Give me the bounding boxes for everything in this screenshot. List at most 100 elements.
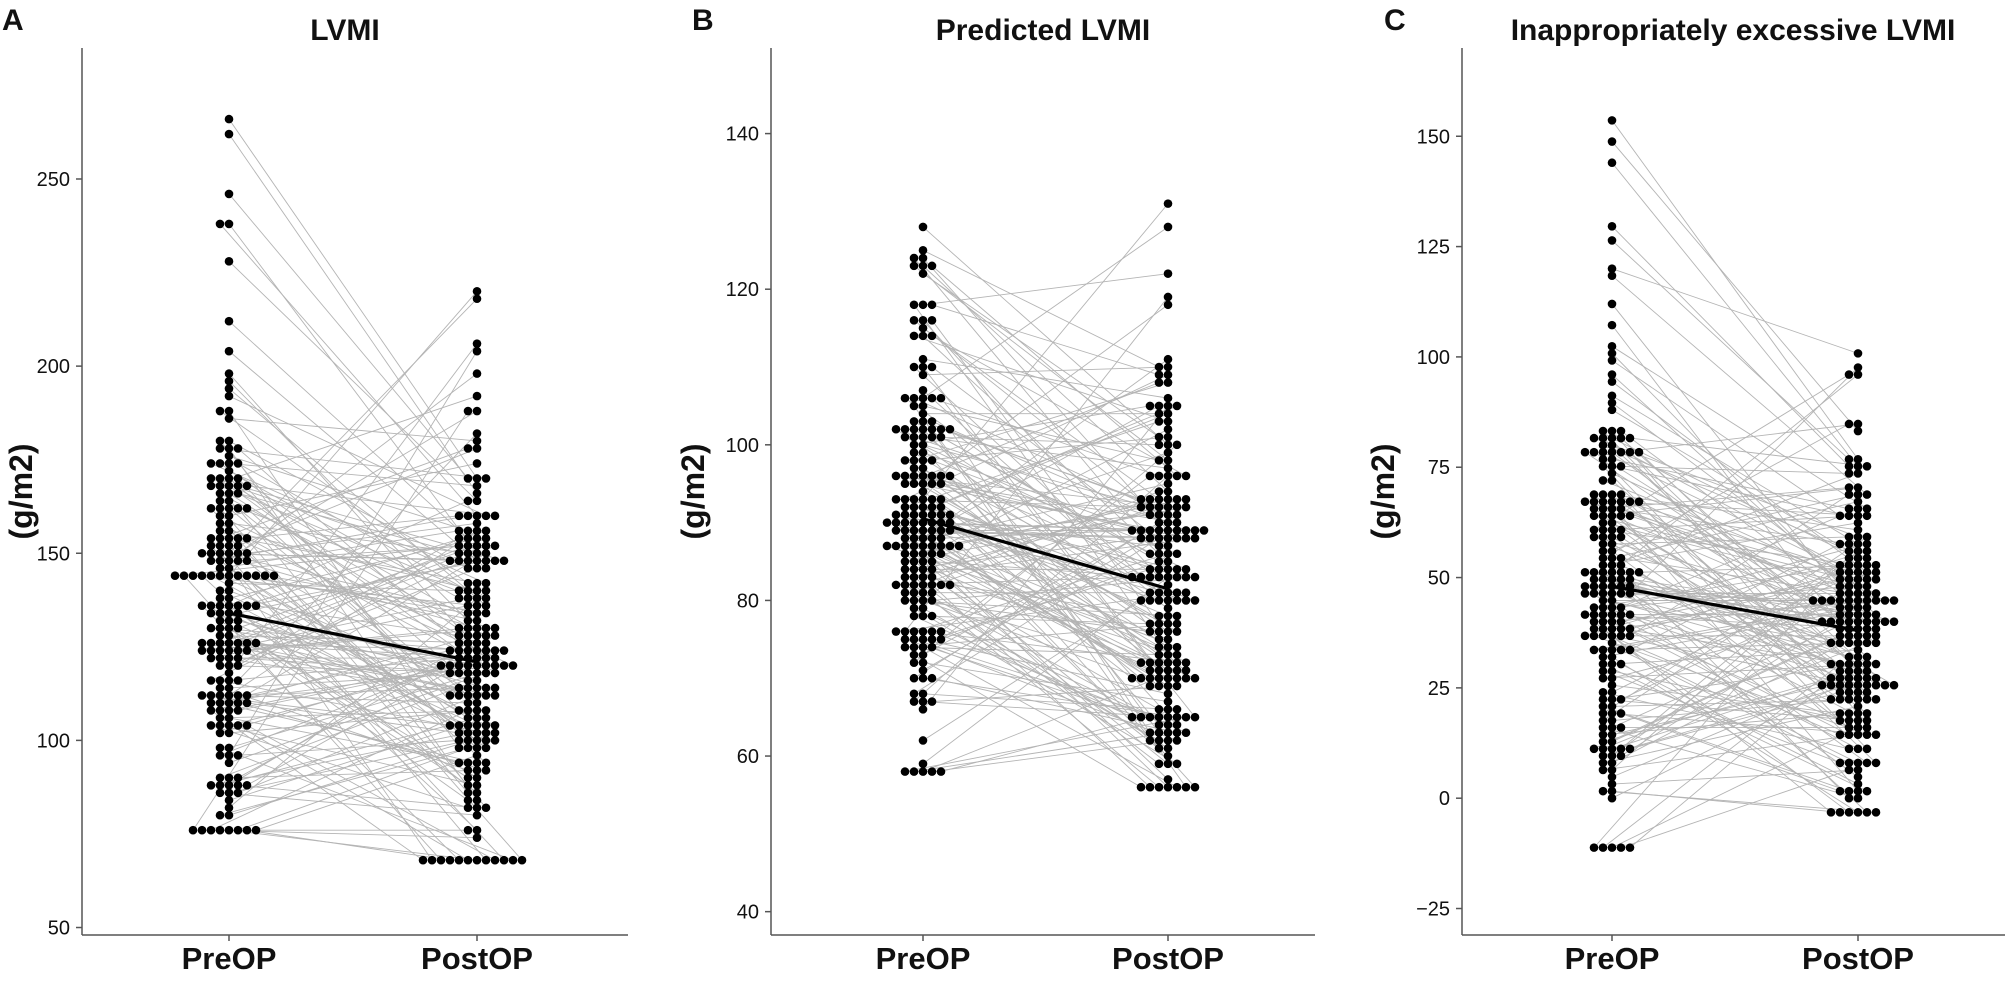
data-point-preop <box>1598 575 1608 584</box>
data-point-postop <box>1172 650 1182 660</box>
y-axis-label: (g/m2) <box>3 444 39 540</box>
data-point-postop <box>472 429 482 438</box>
data-point-preop <box>900 456 910 465</box>
data-point-preop <box>1616 603 1626 612</box>
data-point-postop <box>1844 462 1854 471</box>
data-point-preop <box>206 676 216 685</box>
pair-line <box>228 769 478 779</box>
data-point-preop <box>918 456 928 465</box>
data-point-preop <box>1607 772 1617 782</box>
data-point-postop <box>1862 539 1872 549</box>
data-point-postop <box>481 601 491 610</box>
data-point-postop <box>463 631 473 640</box>
data-point-postop <box>1172 510 1182 520</box>
data-point-preop <box>918 588 928 597</box>
pair-line <box>228 500 478 704</box>
data-point-preop <box>215 623 225 633</box>
pair-line <box>1584 550 1868 637</box>
data-point-preop <box>1607 511 1617 521</box>
data-point-preop <box>224 414 234 423</box>
data-point-preop <box>242 571 252 581</box>
x-tick-label: PreOP <box>876 941 971 976</box>
data-point-postop <box>1871 638 1881 648</box>
data-point-postop <box>1862 652 1872 662</box>
data-point-postop <box>1172 627 1182 636</box>
data-point-postop <box>454 541 464 551</box>
data-point-postop <box>1199 526 1209 535</box>
data-point-postop <box>427 855 437 865</box>
data-point-postop <box>1136 782 1146 792</box>
data-point-postop <box>481 653 491 663</box>
data-point-postop <box>1862 673 1872 683</box>
data-point-preop <box>900 635 910 644</box>
y-tick-label: 60 <box>737 746 759 768</box>
data-point-preop <box>918 526 928 535</box>
data-point-preop <box>224 406 234 416</box>
pair-line <box>913 498 1169 664</box>
pair-line <box>913 475 1169 648</box>
data-point-postop <box>1853 490 1863 499</box>
data-point-preop <box>909 510 919 520</box>
data-point-preop <box>1598 525 1608 535</box>
data-point-preop <box>233 780 243 790</box>
data-point-preop <box>1625 610 1635 619</box>
data-point-preop <box>224 571 234 581</box>
data-point-postop <box>463 593 473 603</box>
data-point-preop <box>215 541 225 551</box>
data-point-postop <box>1853 469 1863 478</box>
data-point-preop <box>900 557 910 566</box>
pair-line <box>219 530 487 614</box>
data-point-postop <box>1835 560 1845 570</box>
data-point-preop <box>918 323 928 333</box>
data-point-preop <box>900 565 910 574</box>
data-point-preop <box>1607 440 1617 450</box>
pair-line <box>237 433 478 681</box>
data-point-postop <box>517 855 527 865</box>
pair-line <box>228 193 469 479</box>
data-point-preop <box>1598 716 1608 725</box>
pair-line <box>1611 501 1859 559</box>
data-point-postop <box>1835 610 1845 619</box>
data-point-preop <box>1625 575 1635 584</box>
pair-line <box>904 382 1160 485</box>
data-point-postop <box>1172 401 1182 411</box>
data-point-preop <box>909 424 919 434</box>
data-point-postop <box>463 683 473 693</box>
data-point-postop <box>1871 680 1881 690</box>
pair-line <box>1602 663 1868 792</box>
data-point-postop <box>463 706 473 715</box>
pair-line <box>219 552 478 614</box>
data-point-preop <box>1598 553 1608 563</box>
data-point-preop <box>945 510 955 520</box>
pair-line <box>1602 494 1877 580</box>
data-point-preop <box>242 825 252 835</box>
data-point-postop <box>1163 533 1173 543</box>
data-point-postop <box>472 683 482 693</box>
data-point-postop <box>490 728 500 738</box>
y-axis-label: (g/m2) <box>1365 444 1401 540</box>
data-point-preop <box>1598 709 1608 718</box>
data-point-preop <box>188 825 198 835</box>
data-point-postop <box>472 698 482 708</box>
data-point-preop <box>1607 426 1617 436</box>
data-point-preop <box>233 474 243 483</box>
data-point-postop <box>1136 658 1146 667</box>
data-point-preop <box>927 673 937 683</box>
data-point-postop <box>1853 772 1863 782</box>
data-point-postop <box>1844 490 1854 499</box>
data-point-preop <box>918 697 928 706</box>
data-point-postop <box>454 855 464 865</box>
data-point-postop <box>454 706 464 715</box>
data-point-postop <box>1844 624 1854 634</box>
pair-line <box>931 320 1160 625</box>
pair-line <box>1593 600 1814 848</box>
data-point-preop <box>918 471 928 481</box>
data-point-preop <box>224 631 234 640</box>
data-point-postop <box>1835 659 1845 669</box>
data-point-preop <box>215 504 225 513</box>
pair-line <box>219 448 469 539</box>
data-point-postop <box>481 728 491 738</box>
data-point-postop <box>472 706 482 715</box>
data-point-postop <box>1154 409 1164 418</box>
data-point-preop <box>233 444 243 453</box>
